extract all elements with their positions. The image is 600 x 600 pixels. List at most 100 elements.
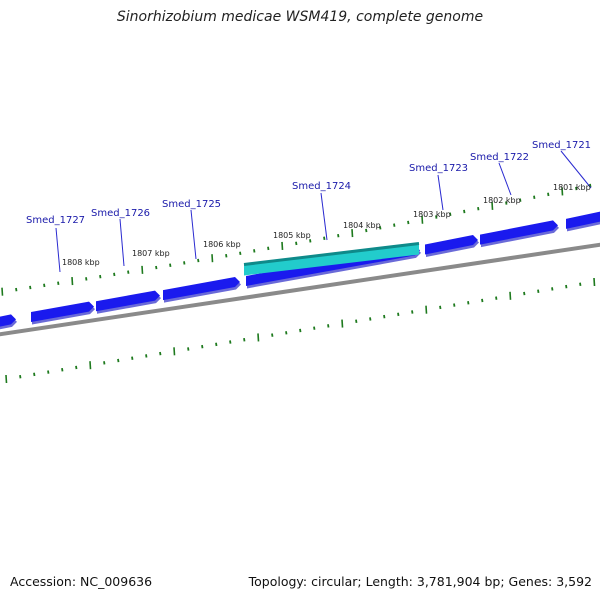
tick-mark bbox=[71, 277, 74, 286]
tick-mark bbox=[533, 195, 536, 200]
tick-mark bbox=[225, 254, 228, 258]
tick-mark bbox=[295, 241, 298, 246]
highlighted-gene-track bbox=[243, 242, 420, 276]
tick-mark bbox=[47, 370, 50, 374]
tick-mark bbox=[215, 342, 218, 347]
tick-mark bbox=[561, 187, 564, 196]
gene-leader-line bbox=[190, 209, 197, 260]
tick-mark bbox=[309, 239, 312, 243]
tick-mark bbox=[29, 285, 32, 290]
kbp-label: 1808 kbp bbox=[62, 258, 100, 267]
tick-mark bbox=[57, 281, 60, 285]
tick-mark bbox=[5, 374, 8, 384]
gene-leader-line bbox=[55, 227, 61, 273]
tick-mark bbox=[495, 296, 498, 300]
tick-mark bbox=[89, 361, 92, 370]
tick-mark bbox=[355, 319, 358, 323]
tick-mark bbox=[463, 209, 466, 214]
tick-mark bbox=[383, 314, 386, 319]
gene-label-smed-1727[interactable]: Smed_1727 bbox=[26, 215, 85, 226]
gene-arrow[interactable] bbox=[0, 314, 16, 328]
tick-mark bbox=[257, 333, 260, 342]
tick-mark bbox=[243, 338, 246, 342]
tick-mark bbox=[229, 340, 232, 344]
tick-mark bbox=[159, 351, 162, 356]
kbp-label: 1801 kbp bbox=[553, 183, 591, 192]
highlighted-gene-bar[interactable] bbox=[244, 243, 419, 276]
tick-mark bbox=[379, 226, 382, 230]
gene-leader-line bbox=[498, 162, 512, 196]
gene-track bbox=[0, 211, 600, 330]
tick-mark bbox=[477, 206, 480, 211]
gene-arrow[interactable] bbox=[31, 301, 94, 322]
tick-mark bbox=[453, 303, 456, 307]
gene-label-smed-1724[interactable]: Smed_1724 bbox=[292, 181, 351, 192]
topology-text: Topology: circular; Length: 3,781,904 bp… bbox=[248, 574, 592, 589]
gene-arrow[interactable] bbox=[566, 211, 600, 229]
gene-arrow[interactable] bbox=[96, 290, 160, 312]
tick-mark bbox=[183, 261, 186, 265]
tick-mark bbox=[117, 358, 120, 363]
tick-mark bbox=[435, 215, 438, 219]
gene-arrow[interactable] bbox=[163, 276, 240, 301]
tick-mark bbox=[155, 265, 158, 270]
kbp-label: 1803 kbp bbox=[413, 210, 451, 219]
tick-mark bbox=[491, 201, 494, 210]
gene-label-leaders bbox=[55, 150, 592, 273]
tick-mark bbox=[43, 283, 46, 288]
tick-mark bbox=[61, 368, 64, 372]
gene-label-smed-1721[interactable]: Smed_1721 bbox=[532, 140, 591, 151]
tick-mark bbox=[411, 310, 414, 314]
tick-mark bbox=[323, 236, 326, 241]
gene-leader-line bbox=[560, 150, 592, 189]
tick-mark bbox=[547, 192, 550, 197]
tick-mark bbox=[187, 347, 190, 351]
tick-mark bbox=[113, 272, 116, 277]
tick-mark bbox=[593, 277, 596, 287]
gene-label-smed-1725[interactable]: Smed_1725 bbox=[162, 199, 221, 210]
tick-mark bbox=[365, 228, 368, 233]
tick-mark bbox=[509, 291, 512, 300]
tick-mark bbox=[169, 263, 172, 267]
tick-mark bbox=[449, 212, 452, 217]
tick-mark bbox=[481, 298, 484, 303]
tick-mark bbox=[519, 198, 522, 202]
tick-mark bbox=[19, 374, 22, 379]
tick-mark bbox=[551, 287, 554, 291]
kbp-label: 1805 kbp bbox=[273, 231, 311, 240]
gene-label-smed-1722[interactable]: Smed_1722 bbox=[470, 152, 529, 163]
kbp-labels: 1808 kbp 1807 kbp 1806 kbp 1805 kbp 1804 kbp… bbox=[62, 183, 591, 267]
tick-mark bbox=[271, 333, 274, 337]
tick-mark bbox=[33, 372, 36, 377]
tick-mark bbox=[575, 186, 578, 191]
tick-mark bbox=[327, 324, 330, 328]
gene-label-smed-1723[interactable]: Smed_1723 bbox=[409, 163, 468, 174]
tick-mark bbox=[537, 289, 540, 293]
gene-arrow[interactable] bbox=[480, 220, 558, 245]
tick-mark bbox=[421, 215, 424, 224]
tick-mark bbox=[397, 312, 400, 317]
kbp-label: 1806 kbp bbox=[203, 240, 241, 249]
tick-mark bbox=[253, 249, 256, 253]
tick-mark bbox=[75, 365, 78, 370]
kbp-label: 1807 kbp bbox=[132, 249, 170, 258]
gene-label-smed-1726[interactable]: Smed_1726 bbox=[91, 208, 150, 219]
tick-mark bbox=[299, 328, 302, 333]
tick-mark bbox=[285, 331, 288, 335]
tick-mark bbox=[439, 305, 442, 310]
tick-mark bbox=[523, 291, 526, 296]
tick-mark bbox=[579, 282, 582, 287]
tick-mark bbox=[369, 317, 372, 321]
tick-mark bbox=[341, 319, 344, 328]
tick-mark bbox=[173, 347, 176, 356]
tick-mark bbox=[239, 251, 242, 256]
accession-text: Accession: NC_009636 bbox=[10, 574, 153, 589]
gene-arrow[interactable] bbox=[425, 234, 478, 255]
tick-mark bbox=[99, 274, 102, 279]
tick-mark bbox=[337, 233, 340, 238]
tick-mark bbox=[145, 354, 148, 358]
tick-mark bbox=[467, 301, 470, 305]
gene-labels: Smed_1727 Smed_1726 Smed_1725 Smed_1724 Smed… bbox=[26, 140, 591, 226]
inner-tick-track bbox=[5, 277, 596, 384]
kbp-label: 1802 kbp bbox=[483, 196, 521, 205]
